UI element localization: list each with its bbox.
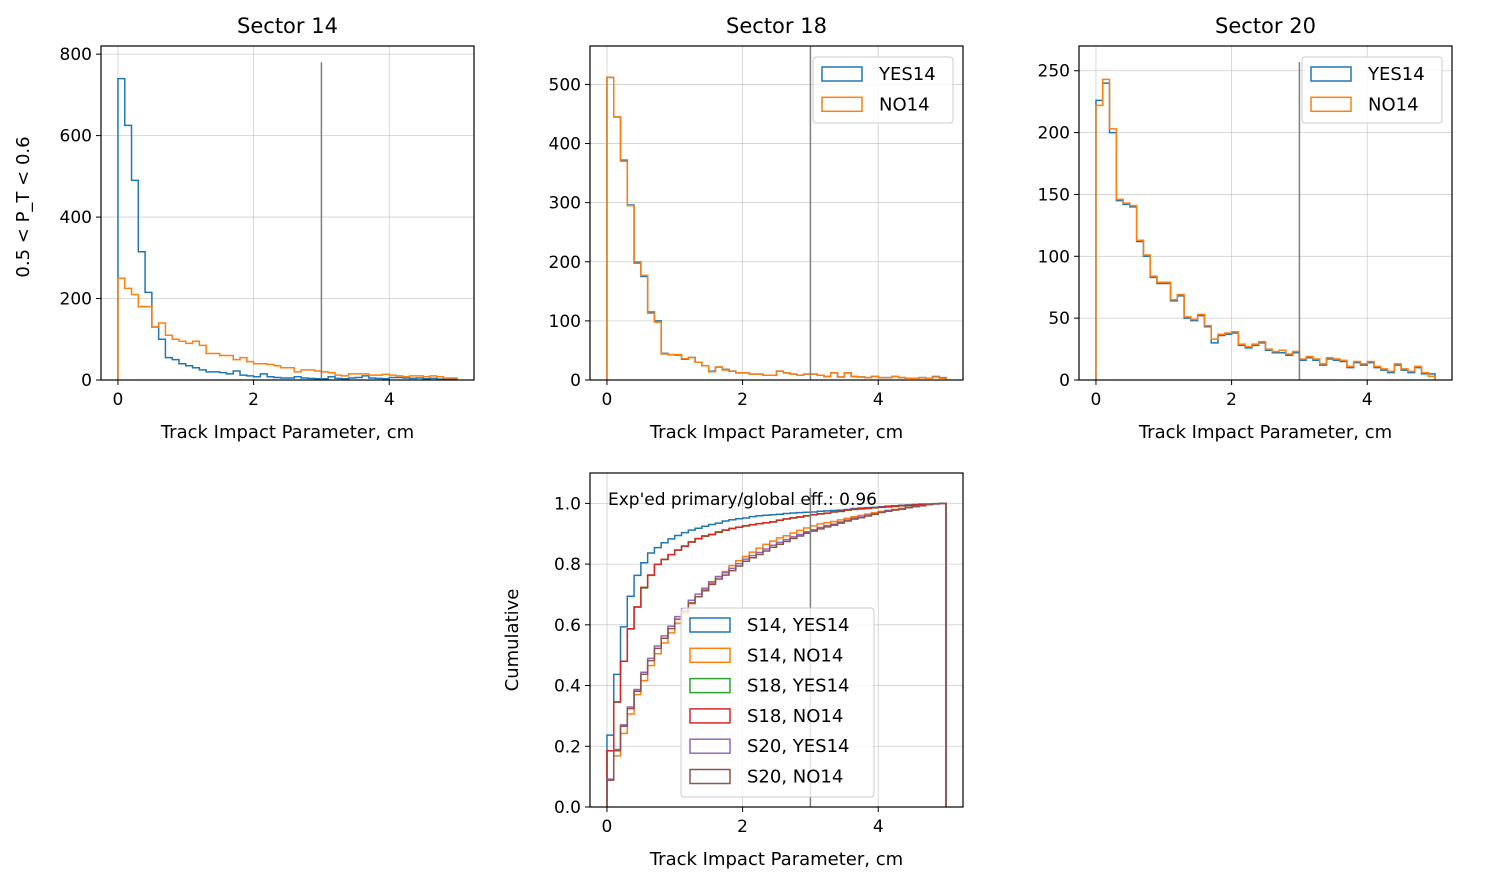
x-axis-label: Track Impact Parameter, cm [649,849,903,870]
x-tick-label: 0 [602,390,613,410]
y-tick-label: 150 [1038,185,1070,205]
y-tick-label: 400 [549,135,581,155]
legend-swatch [821,66,863,82]
y-tick-label: 200 [1038,124,1070,144]
legend: YES14 NO14 [812,56,954,124]
y-tick-label: 0.4 [554,677,581,697]
y-axis-label: 0.5 < P_T < 0.6 [13,136,34,277]
y-tick-label: 0.8 [554,555,581,575]
y-tick-label: 250 [1038,62,1070,82]
efficiency-annotation: Exp'ed primary/global eff.: 0.96 [608,490,877,510]
y-tick-label: 0 [1059,371,1070,391]
legend-swatch [689,738,731,754]
axes-frame [589,45,964,381]
x-tick-label: 0 [113,390,124,410]
x-tick-label: 4 [873,817,884,837]
series-no14 [117,277,458,380]
axes-frame [100,45,475,381]
x-axis-label: Track Impact Parameter, cm [1138,422,1392,443]
axes-frame [589,472,964,808]
series-no14 [1095,78,1436,380]
legend-swatch [821,96,863,113]
legend-entry: S18, NO14 [747,706,843,727]
y-tick-label: 0.2 [554,737,581,757]
legend-entry: S20, NO14 [747,767,843,788]
y-tick-label: 400 [60,208,92,228]
y-tick-label: 0.6 [554,616,581,636]
legend-entry: S20, YES14 [747,736,849,757]
legend-entry: NO14 [879,94,930,115]
series-yes14 [1095,82,1436,380]
chart-title: Sector 14 [237,14,338,38]
y-tick-label: 200 [60,290,92,310]
legend-swatch [1310,66,1352,82]
legend-swatch [689,647,731,664]
x-tick-label: 2 [248,390,259,410]
legend-entry: YES14 [878,64,936,85]
legend-swatch [689,708,731,724]
y-tick-label: 1.0 [554,494,581,514]
legend-swatch [1310,96,1352,113]
y-axis-label: Cumulative [502,589,523,692]
chart-title: Sector 20 [1215,14,1316,38]
legend-entry: NO14 [1368,94,1419,115]
x-axis-label: Track Impact Parameter, cm [649,422,903,443]
x-axis-label: Track Impact Parameter, cm [160,422,414,443]
y-tick-label: 0 [570,371,581,391]
x-tick-label: 2 [737,390,748,410]
chart-title: Sector 18 [726,14,827,38]
legend-box [812,56,954,124]
sector-20-histogram: 0 2 4 0 50 100 150 200 250 Sector 20 Track Impact … [1038,14,1453,443]
series-no14 [606,76,947,380]
axes-frame [1078,45,1453,381]
x-tick-label: 4 [384,390,395,410]
sector-14-histogram: 0 2 4 0 200 400 600 800 Sector 14 Track Impact Pa… [13,14,475,443]
x-tick-label: 2 [737,817,748,837]
legend: S14, YES14 S14, NO14 S18, YES14 S18, NO14 S2… [680,607,875,798]
series-s20-no14 [606,502,947,807]
x-tick-label: 0 [1091,390,1102,410]
legend-swatch [689,617,731,633]
series-yes14 [117,77,458,380]
x-tick-label: 4 [873,390,884,410]
series-s18-no14 [606,502,947,807]
legend-swatch [689,677,731,694]
legend-swatch [689,768,731,785]
legend-entry: S14, YES14 [747,615,849,636]
x-tick-label: 2 [1226,390,1237,410]
x-tick-label: 4 [1362,390,1373,410]
y-tick-label: 0 [81,371,92,391]
y-tick-label: 0.0 [554,798,581,818]
y-tick-label: 600 [60,127,92,147]
legend-entry: YES14 [1367,64,1425,85]
y-tick-label: 200 [549,253,581,273]
y-tick-label: 50 [1048,309,1070,329]
cumulative-histogram: 0 2 4 0.0 0.2 0.4 0.6 0.8 1.0 Track Impact Parame… [502,472,964,870]
y-tick-label: 300 [549,194,581,214]
y-tick-label: 800 [60,45,92,65]
legend: YES14 NO14 [1301,56,1443,124]
y-tick-label: 500 [549,75,581,95]
sector-18-histogram: 0 2 4 0 100 200 300 400 500 Sector 18 Track Impact… [549,14,964,443]
y-tick-label: 100 [1038,247,1070,267]
y-tick-label: 100 [549,312,581,332]
legend-box [1301,56,1443,124]
x-tick-label: 0 [602,817,613,837]
legend-entry: S14, NO14 [747,645,843,666]
legend-entry: S18, YES14 [747,676,849,697]
